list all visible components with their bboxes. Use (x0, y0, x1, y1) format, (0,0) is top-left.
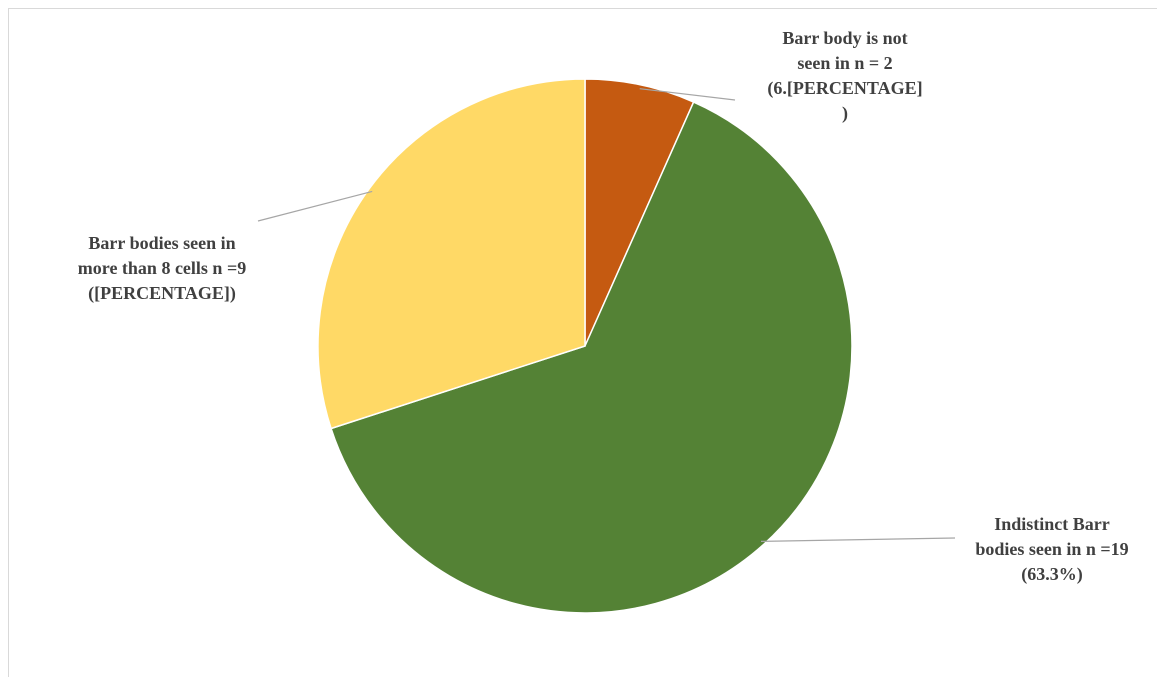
data-label-line: ([PERCENTAGE]) (88, 283, 236, 304)
leader-line-2 (257, 190, 373, 222)
chart-area (8, 8, 1157, 677)
data-label-line: Barr body is not (782, 28, 907, 48)
data-label-line: seen in n = 2 (797, 53, 892, 73)
leader-line-0 (639, 88, 736, 101)
leader-line-1 (760, 537, 956, 542)
data-label-line: Barr bodies seen in (88, 233, 235, 253)
data-label-2: Barr bodies seen in more than 8 cells n =… (78, 233, 246, 304)
data-label-line: (63.3%) (1021, 564, 1083, 585)
data-label-1: Indistinct Barr bodies seen in n =19 (63.3… (975, 514, 1128, 585)
data-label-line: (6.[PERCENTAGE] (767, 78, 922, 99)
pie-slice-0 (584, 78, 695, 347)
data-label-line: bodies seen in n =19 (975, 539, 1128, 559)
data-label-line: Indistinct Barr (994, 514, 1110, 534)
data-label-line: ) (842, 103, 848, 124)
data-label-0: Barr body is not seen in n = 2 (6.[PERCENT… (767, 28, 922, 124)
pie-slice-2 (317, 78, 586, 430)
data-label-line: more than 8 cells n =9 (78, 258, 246, 278)
pie-slice-1 (330, 101, 853, 614)
